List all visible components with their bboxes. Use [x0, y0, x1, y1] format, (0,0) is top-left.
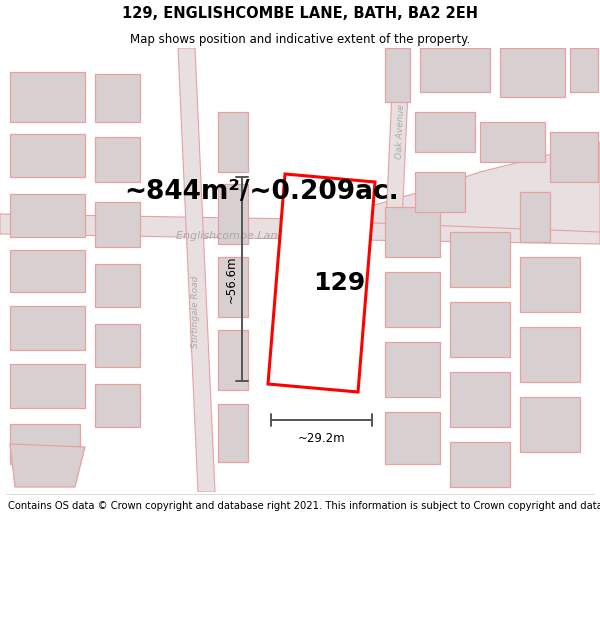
Polygon shape: [480, 122, 545, 162]
Text: Stirtingale Road: Stirtingale Road: [191, 276, 199, 348]
Text: Englishcombe Lane: Englishcombe Lane: [176, 231, 284, 241]
Text: ~29.2m: ~29.2m: [298, 432, 346, 445]
Polygon shape: [520, 192, 550, 242]
Polygon shape: [10, 424, 80, 464]
Polygon shape: [95, 384, 140, 427]
Polygon shape: [10, 444, 85, 487]
Polygon shape: [550, 132, 598, 182]
Text: Map shows position and indicative extent of the property.: Map shows position and indicative extent…: [130, 33, 470, 46]
Polygon shape: [450, 232, 510, 287]
Polygon shape: [570, 48, 598, 92]
Polygon shape: [385, 207, 440, 257]
Polygon shape: [385, 272, 440, 327]
Polygon shape: [415, 112, 475, 152]
Polygon shape: [500, 48, 565, 97]
Polygon shape: [520, 327, 580, 382]
Polygon shape: [520, 397, 580, 452]
Polygon shape: [0, 214, 600, 244]
Polygon shape: [218, 330, 248, 390]
Text: ~844m²/~0.209ac.: ~844m²/~0.209ac.: [125, 179, 400, 205]
Polygon shape: [385, 342, 440, 397]
Polygon shape: [10, 72, 85, 122]
Polygon shape: [95, 324, 140, 367]
Polygon shape: [10, 250, 85, 292]
Polygon shape: [10, 134, 85, 177]
Polygon shape: [350, 142, 600, 232]
Polygon shape: [450, 302, 510, 357]
Polygon shape: [95, 202, 140, 247]
Polygon shape: [218, 257, 248, 317]
Polygon shape: [178, 48, 215, 492]
Polygon shape: [10, 194, 85, 237]
Polygon shape: [385, 412, 440, 464]
Text: ~56.6m: ~56.6m: [225, 255, 238, 302]
Polygon shape: [450, 442, 510, 487]
Text: 129: 129: [313, 271, 365, 295]
Polygon shape: [420, 48, 490, 92]
Polygon shape: [10, 306, 85, 350]
Polygon shape: [415, 172, 465, 212]
Polygon shape: [95, 264, 140, 307]
Text: Contains OS data © Crown copyright and database right 2021. This information is : Contains OS data © Crown copyright and d…: [8, 501, 600, 511]
Polygon shape: [218, 112, 248, 172]
Polygon shape: [386, 48, 410, 222]
Polygon shape: [95, 74, 140, 122]
Polygon shape: [10, 364, 85, 408]
Polygon shape: [520, 257, 580, 312]
Text: 129, ENGLISHCOMBE LANE, BATH, BA2 2EH: 129, ENGLISHCOMBE LANE, BATH, BA2 2EH: [122, 6, 478, 21]
Polygon shape: [385, 48, 410, 102]
Polygon shape: [268, 174, 375, 392]
Polygon shape: [218, 404, 248, 462]
Text: Oak Avenue: Oak Avenue: [395, 104, 406, 159]
Polygon shape: [95, 137, 140, 182]
Polygon shape: [450, 372, 510, 427]
Polygon shape: [218, 184, 248, 244]
